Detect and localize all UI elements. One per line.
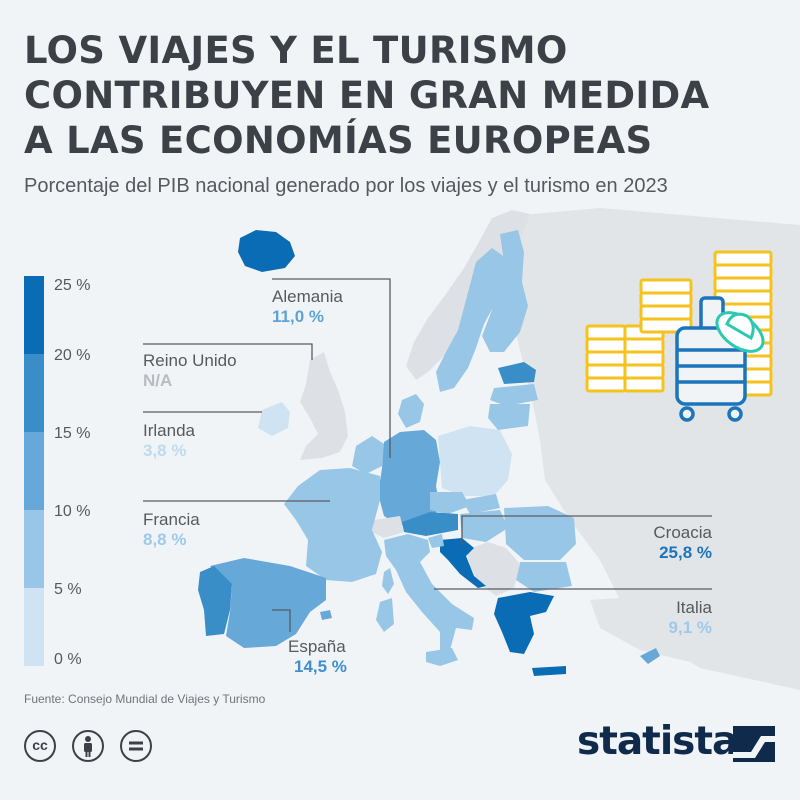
legend-band — [24, 432, 44, 510]
country-iceland — [238, 230, 295, 272]
country-romania — [504, 506, 576, 560]
title-line: A LAS ECONOMÍAS EUROPEAS — [24, 119, 653, 162]
label-francia: Francia 8,8 % — [143, 510, 200, 550]
cc-icon-glyph: cc — [32, 737, 48, 753]
chart-subtitle: Porcentaje del PIB nacional generado por… — [24, 175, 668, 197]
label-reino-unido: Reino Unido N/A — [143, 351, 237, 391]
leader-lines — [143, 278, 712, 632]
country-value: 9,1 % — [668, 618, 712, 637]
country-name: Alemania — [272, 287, 343, 306]
country-value: 11,0 % — [272, 307, 324, 326]
country-balearic — [320, 610, 332, 620]
legend-band — [24, 354, 44, 432]
legend-tick: 20 % — [54, 347, 91, 364]
country-value: 8,8 % — [143, 530, 187, 549]
legend-tick: 5 % — [54, 581, 82, 598]
leader-croacia — [461, 515, 712, 545]
country-name: Reino Unido — [143, 351, 237, 370]
country-france — [284, 468, 382, 582]
attribution-icon — [72, 730, 104, 762]
leader-alemania — [272, 278, 391, 458]
hat-icon — [715, 311, 765, 353]
label-italia: Italia 9,1 % — [669, 598, 712, 638]
country-austria — [402, 512, 458, 536]
country-denmark — [398, 394, 424, 428]
label-espana: España 14,5 % — [288, 637, 347, 677]
country-benelux — [352, 436, 384, 474]
country-croatia — [440, 538, 486, 588]
country-bulgaria — [516, 562, 572, 592]
country-estonia — [498, 362, 536, 384]
country-name: Irlanda — [143, 421, 195, 440]
label-irlanda: Irlanda 3,8 % — [143, 421, 195, 461]
country-value: 25,8 % — [659, 543, 712, 562]
chart-title: LOS VIAJES Y EL TURISMO CONTRIBUYEN EN G… — [24, 28, 764, 163]
travel-money-illustration — [585, 250, 773, 422]
country-slovakia — [462, 494, 500, 514]
country-value: 3,8 % — [143, 441, 187, 460]
country-poland — [438, 426, 512, 496]
country-crete — [532, 666, 566, 676]
country-hungary — [460, 510, 508, 542]
country-slovenia — [428, 534, 444, 548]
color-legend: 25 % 20 % 15 % 10 % 5 % 0 % — [24, 276, 99, 668]
no-derivatives-icon — [120, 730, 152, 762]
country-czechia — [430, 492, 470, 514]
title-line: LOS VIAJES Y EL TURISMO — [24, 29, 568, 72]
legend-band — [24, 510, 44, 588]
country-cyprus — [640, 648, 660, 664]
country-spain — [210, 558, 326, 648]
country-value: 14,5 % — [294, 657, 347, 676]
country-greece — [494, 592, 554, 654]
country-balkans — [466, 542, 520, 596]
leader-espana — [272, 609, 291, 632]
country-name: Italia — [676, 598, 712, 617]
legend-band — [24, 276, 44, 354]
country-latvia — [490, 384, 538, 406]
country-name: Croacia — [653, 523, 712, 542]
country-ireland — [258, 402, 290, 436]
equals-glyph — [129, 741, 143, 751]
country-name: España — [288, 637, 346, 656]
label-croacia: Croacia 25,8 % — [653, 523, 712, 563]
statista-logo-text: statista — [577, 719, 738, 764]
legend-tick: 0 % — [54, 651, 82, 668]
country-portugal — [198, 566, 232, 636]
label-alemania: Alemania 11,0 % — [272, 287, 343, 327]
country-sicily — [426, 648, 458, 666]
person-glyph — [84, 736, 92, 757]
legend-tick: 15 % — [54, 425, 91, 442]
turkey-landmass — [590, 585, 800, 662]
suitcase-icon — [675, 296, 747, 422]
legend-band — [24, 588, 44, 666]
legend-tick: 10 % — [54, 503, 91, 520]
country-switzerland — [372, 516, 404, 538]
country-germany — [378, 430, 440, 526]
country-sardinia — [376, 598, 394, 632]
country-corsica — [382, 568, 394, 594]
country-sweden — [436, 248, 506, 392]
statista-logo-icon — [733, 726, 775, 762]
legend-tick: 25 % — [54, 277, 91, 294]
country-value: N/A — [143, 371, 173, 390]
country-united-kingdom — [300, 352, 348, 460]
source-note: Fuente: Consejo Mundial de Viajes y Turi… — [24, 692, 266, 706]
country-name: Francia — [143, 510, 200, 529]
leader-reino-unido — [143, 343, 313, 360]
country-finland — [482, 230, 528, 352]
title-line: CONTRIBUYEN EN GRAN MEDIDA — [24, 74, 710, 117]
country-lithuania — [488, 404, 530, 430]
cc-icon: cc — [24, 730, 56, 762]
country-italy — [384, 534, 474, 652]
